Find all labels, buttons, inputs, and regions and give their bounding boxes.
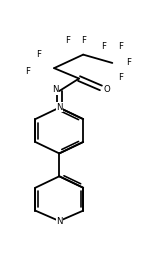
Text: N: N: [52, 85, 58, 95]
Text: F: F: [81, 35, 86, 45]
Text: F: F: [118, 42, 123, 51]
Text: F: F: [127, 59, 132, 67]
Text: F: F: [102, 42, 107, 51]
Text: O: O: [103, 85, 110, 94]
Text: F: F: [36, 50, 41, 59]
Text: F: F: [65, 35, 70, 45]
Text: F: F: [118, 73, 123, 82]
Text: N: N: [56, 217, 63, 226]
Text: F: F: [26, 67, 31, 76]
Text: N: N: [56, 103, 63, 112]
